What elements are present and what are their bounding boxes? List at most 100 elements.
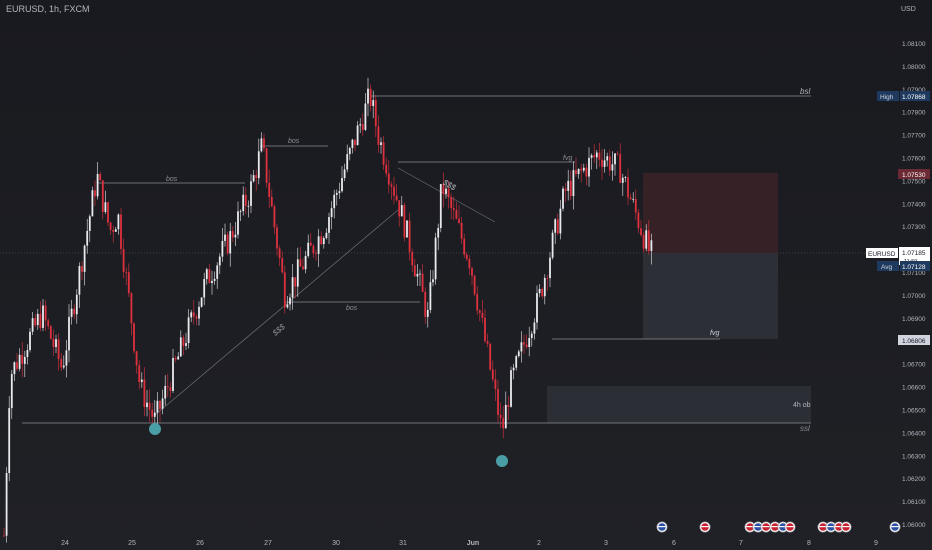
event-flag-icon[interactable]	[656, 521, 668, 533]
candle-body	[208, 269, 211, 284]
svg-text:1.07185: 1.07185	[902, 250, 926, 257]
candle-body	[507, 404, 510, 407]
candle-body	[23, 356, 26, 364]
candle-body	[226, 234, 229, 254]
candle-body	[517, 351, 520, 357]
time-tick-label: 6	[672, 540, 676, 547]
bos-label-2: bos	[288, 138, 300, 145]
candle-body	[494, 379, 497, 390]
candle-body	[164, 386, 167, 399]
candle-body	[260, 138, 263, 152]
high-badge: High 1.07868	[877, 91, 930, 101]
candle-body	[146, 402, 148, 408]
candle-body	[216, 265, 219, 279]
candle-body	[231, 231, 234, 238]
candle-body	[60, 359, 63, 368]
event-flag-icon[interactable]	[760, 521, 772, 533]
candle-body	[486, 341, 489, 344]
candle-body	[525, 344, 528, 347]
candle-body	[351, 139, 354, 149]
candle-body	[3, 535, 5, 537]
candle-body	[382, 142, 385, 165]
ob-4h-zone	[547, 386, 811, 423]
liquidity-trendline-2	[397, 167, 496, 223]
candle-body	[559, 208, 562, 234]
candle-body	[187, 317, 190, 344]
candle-body	[343, 169, 346, 179]
candle-body	[421, 273, 424, 292]
candle-body	[270, 196, 273, 207]
swing-low-marker-1[interactable]	[149, 423, 161, 435]
candle-body	[294, 277, 297, 287]
candle-body	[650, 240, 653, 252]
candle-body	[120, 214, 122, 249]
candle-body	[335, 192, 338, 195]
candle-body	[458, 218, 460, 224]
time-tick-label: Jun	[467, 540, 479, 547]
candle-body	[460, 223, 463, 239]
candle-body	[611, 164, 614, 171]
candle-body	[107, 202, 109, 223]
candle-body	[645, 230, 648, 249]
candle-body	[395, 195, 398, 201]
swing-low-marker-2[interactable]	[496, 455, 508, 467]
candle-body	[138, 365, 141, 382]
dollars-label-1: $$$	[270, 322, 287, 338]
candle-body	[595, 152, 598, 158]
candle-body	[234, 234, 237, 238]
candle-body	[567, 180, 570, 191]
price-tick-label: 1.07300	[902, 224, 926, 231]
candle-body	[554, 219, 557, 233]
price-axis[interactable]: 1.08100 1.08000 1.07900 1.07800 1.07700 1.076…	[902, 41, 926, 529]
candle-body	[125, 272, 128, 273]
candle-body	[283, 272, 286, 308]
liquidity-trendline-1	[154, 209, 399, 416]
candle-body	[582, 167, 585, 171]
candle-body	[585, 167, 588, 177]
time-axis[interactable]: 24 25 26 27 30 31 Jun 2 3 6 7 8 9	[61, 540, 878, 547]
time-tick-label: 25	[128, 540, 136, 547]
candle-body	[497, 389, 499, 415]
time-tick-label: 8	[807, 540, 811, 547]
candle-body	[356, 125, 359, 146]
event-flag-icon[interactable]	[744, 521, 756, 533]
event-flag-icon[interactable]	[699, 521, 711, 533]
candles-group	[3, 77, 653, 543]
time-tick-label: 7	[739, 540, 743, 547]
candle-body	[26, 350, 29, 357]
candle-body	[153, 412, 156, 417]
event-flag-icon[interactable]	[840, 521, 852, 533]
candle-body	[151, 409, 154, 417]
symbol-title[interactable]: EURUSD, 1h, FXCM	[6, 4, 90, 14]
candle-body	[341, 178, 343, 192]
candle-body	[29, 331, 31, 351]
candle-body	[510, 370, 512, 407]
candle-body	[309, 242, 312, 246]
candle-body	[252, 175, 255, 182]
event-flag-icon[interactable]	[752, 521, 764, 533]
candle-body	[203, 279, 206, 298]
event-flag-icon[interactable]	[889, 521, 901, 533]
candle-body	[333, 194, 336, 209]
candle-body	[104, 202, 107, 212]
candle-body	[86, 230, 89, 246]
candle-body	[372, 100, 375, 107]
candle-body	[398, 200, 401, 217]
candle-body	[49, 326, 52, 339]
event-flag-icon[interactable]	[817, 521, 829, 533]
economic-events	[656, 521, 901, 533]
candle-body	[135, 351, 138, 366]
candle-body	[499, 414, 502, 418]
candle-body	[169, 387, 172, 391]
candle-body	[374, 100, 377, 127]
candle-body	[192, 312, 195, 317]
time-tick-label: 27	[264, 540, 272, 547]
candle-body	[65, 350, 68, 366]
candle-body	[377, 126, 380, 146]
bos-label-1: bos	[166, 176, 178, 183]
price-tick-label: 1.06000	[902, 522, 926, 529]
candle-body	[304, 255, 307, 270]
candle-body	[278, 248, 281, 259]
event-flag-icon[interactable]	[784, 521, 796, 533]
